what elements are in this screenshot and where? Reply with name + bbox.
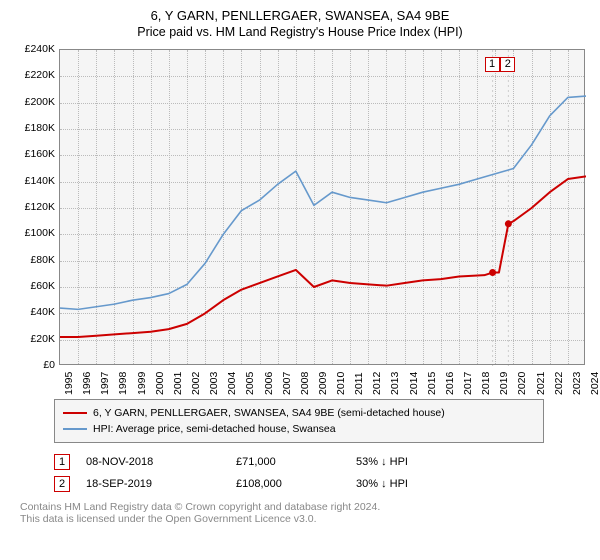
- y-axis-label: £120K: [15, 201, 55, 213]
- x-axis-label: 2009: [317, 372, 329, 395]
- event-date: 18-SEP-2019: [86, 478, 236, 490]
- y-axis-label: £100K: [15, 227, 55, 239]
- callout-box: 2: [500, 57, 515, 72]
- y-axis-label: £20K: [15, 333, 55, 345]
- chart-subtitle: Price paid vs. HM Land Registry's House …: [10, 25, 590, 39]
- x-axis-label: 1996: [81, 372, 93, 395]
- event-marker: [505, 220, 512, 227]
- x-axis-label: 2001: [172, 372, 184, 395]
- event-marker: [489, 269, 496, 276]
- x-axis-label: 1995: [63, 372, 75, 395]
- x-axis-label: 2006: [263, 372, 275, 395]
- x-axis-label: 1998: [117, 372, 129, 395]
- x-axis-label: 2013: [389, 372, 401, 395]
- x-axis-label: 2016: [444, 372, 456, 395]
- x-axis-label: 2008: [299, 372, 311, 395]
- x-axis-label: 2014: [408, 372, 420, 395]
- event-pct: 53% ↓ HPI: [356, 456, 476, 468]
- plot-region: 12: [59, 49, 585, 365]
- y-axis-label: £60K: [15, 280, 55, 292]
- legend-label: HPI: Average price, semi-detached house,…: [93, 423, 336, 435]
- chart-area: 12 £0 £20K £40K £60K £80K £100K £120K £140K £160…: [15, 49, 585, 393]
- x-axis-label: 2024: [589, 372, 600, 395]
- legend-label: 6, Y GARN, PENLLERGAER, SWANSEA, SA4 9BE…: [93, 407, 445, 419]
- y-axis-label: £40K: [15, 306, 55, 318]
- event-price: £108,000: [236, 478, 356, 490]
- event-list: 1 08-NOV-2018£71,00053% ↓ HPI 2 18-SEP-2019…: [54, 451, 590, 495]
- x-axis-label: 2003: [208, 372, 220, 395]
- legend-swatch: [63, 412, 87, 414]
- chart-svg: [60, 50, 586, 366]
- x-axis-label: 2015: [426, 372, 438, 395]
- y-axis-label: £160K: [15, 148, 55, 160]
- y-axis-label: £240K: [15, 43, 55, 55]
- legend: 6, Y GARN, PENLLERGAER, SWANSEA, SA4 9BE…: [54, 399, 544, 443]
- x-axis-label: 2002: [190, 372, 202, 395]
- x-axis-label: 2018: [480, 372, 492, 395]
- x-axis-label: 2020: [516, 372, 528, 395]
- event-pct: 30% ↓ HPI: [356, 478, 476, 490]
- series-line-price_paid: [60, 176, 586, 337]
- y-axis-label: £80K: [15, 254, 55, 266]
- x-axis-label: 2007: [281, 372, 293, 395]
- x-axis-label: 2004: [226, 372, 238, 395]
- event-row: 2 18-SEP-2019£108,00030% ↓ HPI: [54, 473, 590, 495]
- footer: Contains HM Land Registry data © Crown c…: [20, 501, 590, 525]
- event-price: £71,000: [236, 456, 356, 468]
- x-axis-label: 2010: [335, 372, 347, 395]
- y-axis-label: £180K: [15, 122, 55, 134]
- footer-line1: Contains HM Land Registry data © Crown c…: [20, 501, 590, 513]
- x-axis-label: 2011: [353, 372, 365, 395]
- chart-container: 6, Y GARN, PENLLERGAER, SWANSEA, SA4 9BE…: [0, 0, 600, 560]
- x-axis-label: 2021: [535, 372, 547, 395]
- x-axis-label: 2023: [571, 372, 583, 395]
- x-axis-label: 1997: [99, 372, 111, 395]
- y-axis-label: £200K: [15, 96, 55, 108]
- chart-title: 6, Y GARN, PENLLERGAER, SWANSEA, SA4 9BE: [10, 8, 590, 23]
- legend-row: HPI: Average price, semi-detached house,…: [63, 421, 535, 437]
- x-axis-label: 2000: [154, 372, 166, 395]
- x-axis-label: 2005: [244, 372, 256, 395]
- footer-line2: This data is licensed under the Open Gov…: [20, 513, 590, 525]
- y-axis-label: £220K: [15, 69, 55, 81]
- event-row: 1 08-NOV-2018£71,00053% ↓ HPI: [54, 451, 590, 473]
- x-axis-label: 2012: [371, 372, 383, 395]
- x-axis-label: 2017: [462, 372, 474, 395]
- y-axis-label: £140K: [15, 175, 55, 187]
- event-number-box: 2: [54, 476, 70, 492]
- event-date: 08-NOV-2018: [86, 456, 236, 468]
- legend-swatch: [63, 428, 87, 430]
- x-axis-label: 1999: [136, 372, 148, 395]
- legend-row: 6, Y GARN, PENLLERGAER, SWANSEA, SA4 9BE…: [63, 405, 535, 421]
- y-axis-label: £0: [15, 359, 55, 371]
- x-axis-label: 2022: [553, 372, 565, 395]
- callout-box: 1: [485, 57, 500, 72]
- x-axis-label: 2019: [498, 372, 510, 395]
- series-line-hpi: [60, 96, 586, 309]
- event-number-box: 1: [54, 454, 70, 470]
